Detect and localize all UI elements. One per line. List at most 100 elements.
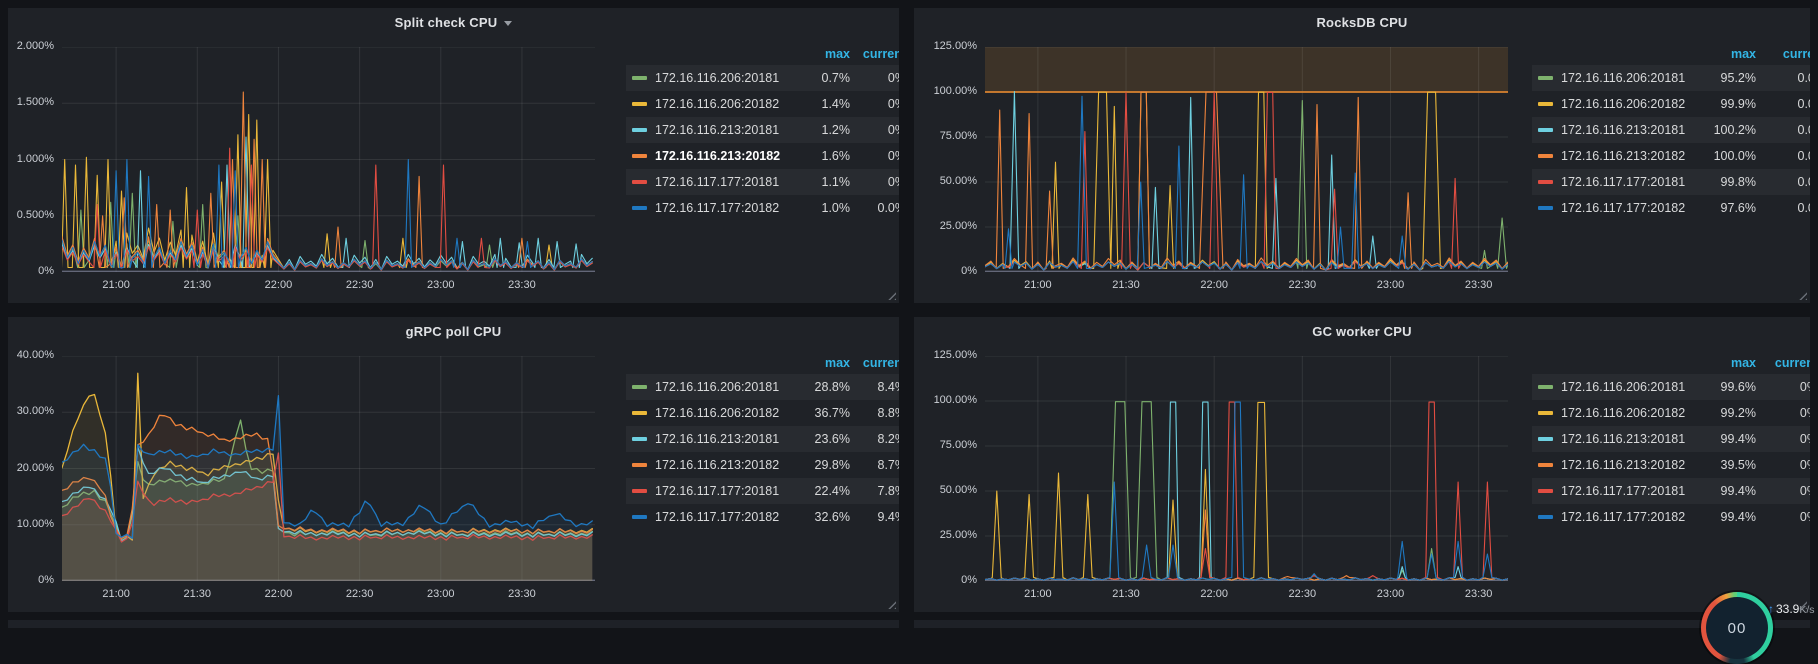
x-axis-tick-label: 21:30 (183, 279, 212, 291)
legend-header-current[interactable]: current (1774, 355, 1810, 370)
legend-header-current[interactable]: current (862, 355, 899, 370)
legend-row[interactable]: 172.16.117.177:20182 99.4% 0% (1532, 504, 1810, 530)
legend-row[interactable]: 172.16.116.206:20181 0.7% 0% (626, 65, 899, 91)
legend-row[interactable]: 172.16.116.206:20181 99.6% 0% (1532, 374, 1810, 400)
legend-series-name[interactable]: 172.16.117.177:20181 (1561, 484, 1686, 498)
legend-current-value: 8.8% (877, 406, 900, 420)
legend-row[interactable]: 172.16.116.213:20182 39.5% 0% (1532, 452, 1810, 478)
legend-max-value: 1.0% (821, 201, 851, 215)
legend-series-name[interactable]: 172.16.116.206:20182 (1561, 406, 1686, 420)
legend-header-max[interactable]: max (1730, 355, 1756, 370)
legend-series-name[interactable]: 172.16.117.177:20181 (1561, 175, 1686, 189)
legend-row[interactable]: 172.16.117.177:20181 1.1% 0% (626, 169, 899, 195)
legend-series-name[interactable]: 172.16.117.177:20182 (655, 510, 780, 524)
legend-current-value: 0.0% (1797, 123, 1811, 137)
legend-current-value: 0% (887, 175, 899, 189)
legend-series-name[interactable]: 172.16.117.177:20182 (1561, 201, 1686, 215)
x-axis-tick-label: 22:00 (264, 279, 293, 291)
series-color-dash (632, 206, 647, 210)
legend-row[interactable]: 172.16.117.177:20182 32.6% 9.4% (626, 504, 899, 530)
panel-title-text: GC worker CPU (1312, 324, 1412, 339)
legend-series-name[interactable]: 172.16.116.206:20182 (655, 406, 780, 420)
legend-header-max[interactable]: max (824, 355, 850, 370)
legend-header-current[interactable]: current (1782, 46, 1810, 61)
legend-series-name[interactable]: 172.16.116.206:20181 (1561, 380, 1686, 394)
panel-title[interactable]: RocksDB CPU (914, 15, 1810, 30)
y-axis-tick-label: 2.000% (16, 40, 54, 52)
series-color-dash (632, 463, 647, 467)
legend-series-name[interactable]: 172.16.116.206:20181 (655, 71, 780, 85)
series-color-dash (632, 489, 647, 493)
legend-header-max[interactable]: max (824, 46, 850, 61)
legend-row[interactable]: 172.16.116.213:20182 1.6% 0% (626, 143, 899, 169)
legend-max-value: 0.7% (821, 71, 851, 85)
panel-resize-handle[interactable] (1798, 600, 1807, 609)
legend-current-value: 7.8% (877, 484, 900, 498)
legend-header-current[interactable]: current (862, 46, 899, 61)
legend-row[interactable]: 172.16.117.177:20181 99.8% 0.0% (1532, 169, 1810, 195)
legend-series-name[interactable]: 172.16.116.213:20182 (655, 458, 780, 472)
series-fill (62, 453, 593, 581)
legend-row[interactable]: 172.16.116.213:20182 100.0% 0.0% (1532, 143, 1810, 169)
legend-row[interactable]: 172.16.116.206:20181 95.2% 0.0% (1532, 65, 1810, 91)
legend-row[interactable]: 172.16.116.206:20181 28.8% 8.4% (626, 374, 899, 400)
legend-series-name[interactable]: 172.16.116.213:20181 (655, 432, 780, 446)
legend-row[interactable]: 172.16.116.206:20182 99.2% 0% (1532, 400, 1810, 426)
legend-row[interactable]: 172.16.116.213:20181 1.2% 0% (626, 117, 899, 143)
series-line (62, 158, 593, 271)
legend-header-max[interactable]: max (1730, 46, 1756, 61)
legend-series-name[interactable]: 172.16.116.213:20181 (1561, 432, 1686, 446)
chart-plot-area[interactable] (62, 356, 595, 581)
chart-plot-area[interactable] (62, 47, 595, 272)
legend-series-name[interactable]: 172.16.116.206:20182 (655, 97, 780, 111)
legend-max-value: 23.6% (814, 432, 850, 446)
legend-row[interactable]: 172.16.116.206:20182 36.7% 8.8% (626, 400, 899, 426)
x-axis-tick-label: 22:30 (345, 588, 374, 600)
series-fill (62, 420, 593, 581)
legend-row[interactable]: 172.16.116.206:20182 99.9% 0.0% (1532, 91, 1810, 117)
legend-row[interactable]: 172.16.116.213:20181 100.2% 0.0% (1532, 117, 1810, 143)
x-axis-tick-label: 22:30 (1288, 588, 1317, 600)
series-line (62, 136, 593, 270)
legend-series-name[interactable]: 172.16.116.213:20181 (1561, 123, 1686, 137)
legend-series-name[interactable]: 172.16.117.177:20181 (655, 175, 780, 189)
legend-row[interactable]: 172.16.116.213:20181 23.6% 8.2% (626, 426, 899, 452)
legend-series-name[interactable]: 172.16.116.213:20182 (1561, 458, 1686, 472)
y-axis-tick-label: 40.00% (16, 349, 54, 361)
panel-title[interactable]: Split check CPU (8, 15, 899, 30)
legend-series-name[interactable]: 172.16.116.206:20181 (1561, 71, 1686, 85)
panel-resize-handle[interactable] (887, 291, 896, 300)
legend-row[interactable]: 172.16.117.177:20182 97.6% 0.0% (1532, 195, 1810, 221)
legend-row[interactable]: 172.16.117.177:20181 99.4% 0% (1532, 478, 1810, 504)
threshold-region (985, 47, 1508, 92)
legend: maxcurrent172.16.116.206:2018199.6%0%172… (1532, 351, 1810, 530)
legend-series-name[interactable]: 172.16.116.213:20182 (655, 149, 781, 163)
legend-row[interactable]: 172.16.117.177:20182 1.0% 0.0% (626, 195, 899, 221)
legend-row[interactable]: 172.16.117.177:20181 22.4% 7.8% (626, 478, 899, 504)
y-axis-tick-label: 125.00% (933, 40, 977, 52)
series-color-dash (632, 385, 647, 389)
legend-max-value: 1.4% (821, 97, 851, 111)
chart-plot-area[interactable] (985, 356, 1508, 581)
chart-plot-area[interactable] (985, 47, 1508, 272)
panel-title[interactable]: GC worker CPU (914, 324, 1810, 339)
panel-resize-handle[interactable] (887, 600, 896, 609)
legend-series-name[interactable]: 172.16.117.177:20182 (1561, 510, 1686, 524)
x-axis-tick-label: 22:00 (1200, 588, 1228, 600)
legend-series-name[interactable]: 172.16.116.213:20182 (1561, 149, 1686, 163)
legend-series-name[interactable]: 172.16.116.206:20182 (1561, 97, 1686, 111)
legend-series-name[interactable]: 172.16.117.177:20182 (655, 201, 780, 215)
legend-row[interactable]: 172.16.116.213:20181 99.4% 0% (1532, 426, 1810, 452)
x-axis-tick-label: 22:30 (1288, 279, 1317, 291)
legend-series-name[interactable]: 172.16.116.213:20181 (655, 123, 780, 137)
legend-row[interactable]: 172.16.116.213:20182 29.8% 8.7% (626, 452, 899, 478)
panel-grpc-poll-cpu: gRPC poll CPU 40.00% 30.00% 20.00% 10.00% 0%… (8, 317, 899, 612)
y-axis-tick-label: 30.00% (16, 405, 54, 418)
panel-title-text: RocksDB CPU (1316, 15, 1408, 30)
network-speed-gauge[interactable]: 00 (1701, 592, 1773, 664)
legend-row[interactable]: 172.16.116.206:20182 1.4% 0% (626, 91, 899, 117)
legend-series-name[interactable]: 172.16.116.206:20181 (655, 380, 780, 394)
panel-resize-handle[interactable] (1798, 291, 1807, 300)
panel-title[interactable]: gRPC poll CPU (8, 324, 899, 339)
legend-series-name[interactable]: 172.16.117.177:20181 (655, 484, 780, 498)
